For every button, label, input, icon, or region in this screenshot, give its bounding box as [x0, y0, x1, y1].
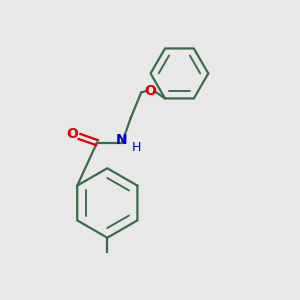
Text: N: N: [116, 133, 128, 147]
Text: O: O: [144, 84, 156, 98]
Text: O: O: [66, 127, 78, 141]
Text: H: H: [132, 141, 141, 154]
